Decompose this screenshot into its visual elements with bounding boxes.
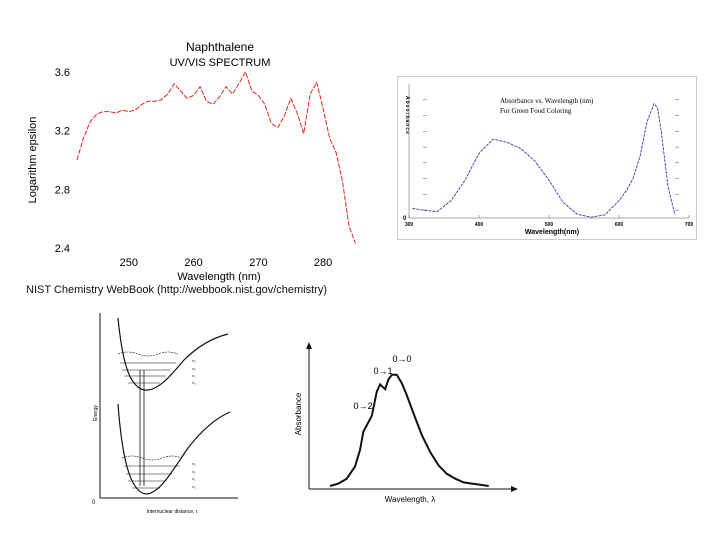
chart-title: Naphthalene (186, 40, 254, 54)
y-tick-label: 2.4 (55, 243, 70, 255)
upper-vibrational-levels (117, 351, 179, 384)
x-axis-label: Wavelength (nm) (177, 271, 260, 283)
source-credit: NIST Chemistry WebBook (http://webbook.n… (26, 284, 327, 296)
y-axis-label: Absorbance (294, 392, 303, 435)
lower-vibrational-levels (121, 455, 183, 489)
level-label: v₂ (192, 469, 196, 474)
naphthalene-spectrum-chart: Naphthalene UV/VIS SPECTRUM 2.4 2.8 3.2 3.6… (27, 40, 363, 283)
y-axis-label: Logarithm epsilon (27, 117, 39, 204)
green-food-coloring-chart: Absorbance vs. Wavelength (nm) For Green… (397, 76, 697, 240)
y-axis-label: Absorbance (404, 96, 410, 135)
spectrum-line (76, 70, 356, 244)
chart-title: Absorbance vs. Wavelength (nm) (500, 97, 594, 105)
y-tick-labels: 2.4 2.8 3.2 3.6 (55, 67, 70, 255)
origin-label: 0 (92, 500, 96, 506)
level-label: v₀ (192, 380, 196, 385)
y-axis-arrow (306, 342, 312, 349)
chart-frame (397, 76, 697, 240)
absorption-band-line (329, 373, 489, 487)
x-axis-arrow (511, 486, 518, 492)
chart-subtitle: UV/VIS SPECTRUM (170, 57, 271, 69)
annotation-0-2: 0→2 (353, 401, 372, 411)
x-axis-label: Wavelength, λ (385, 495, 435, 504)
x-tick-label: 600 (615, 222, 624, 228)
level-label: v₁ (192, 476, 196, 481)
x-tick-label: 280 (314, 257, 332, 269)
y-tick-label: 3.2 (55, 126, 70, 138)
x-axis-label: Wavelength(nm) (525, 229, 579, 236)
absorbance-line (412, 102, 676, 218)
level-label: v₀ (192, 484, 196, 489)
x-tick-labels: 250 260 270 280 (120, 257, 333, 269)
level-label: v₂ (192, 366, 196, 371)
y-tick-label: 3.6 (55, 67, 70, 79)
x-tick-label: 400 (475, 222, 484, 228)
x-tick-label: 270 (249, 257, 267, 269)
y-axis-label: Energy (93, 405, 99, 421)
annotation-0-0: 0→0 (392, 354, 411, 364)
potential-energy-diagram: 0 Energy Internuclear distance, r v₃ v₂ … (92, 313, 238, 515)
upper-level-labels: v₃ v₂ v₁ v₀ (192, 358, 196, 385)
x-tick-label: 260 (184, 257, 202, 269)
ground-state-curve (117, 403, 231, 495)
plot-frame (76, 71, 363, 249)
x-tick-label: 700 (685, 222, 694, 228)
level-label: v₃ (192, 461, 196, 466)
x-tick-labels: 300 400 500 600 700 (405, 215, 694, 228)
x-axis-label: Internuclear distance, r (147, 509, 198, 515)
annotation-0-1: 0→1 (373, 366, 392, 376)
y-tick-label: 2.8 (55, 184, 70, 196)
x-tick-label: 300 (405, 222, 414, 228)
x-tick-label: 500 (545, 222, 554, 228)
level-line (117, 351, 179, 357)
vibronic-absorption-chart: 0→0 0→1 0→2 Wavelength, λ Absorbance (294, 342, 518, 504)
excited-state-curve (117, 317, 229, 391)
lower-level-labels: v₃ v₂ v₁ v₀ (192, 461, 196, 489)
x-tick-label: 250 (120, 257, 138, 269)
level-line (121, 455, 183, 461)
level-label: v₃ (192, 358, 196, 363)
y-tick-label: 0 (403, 216, 407, 222)
chart-subtitle: For Green Food Coloring (500, 107, 572, 115)
level-label: v₁ (192, 373, 196, 378)
